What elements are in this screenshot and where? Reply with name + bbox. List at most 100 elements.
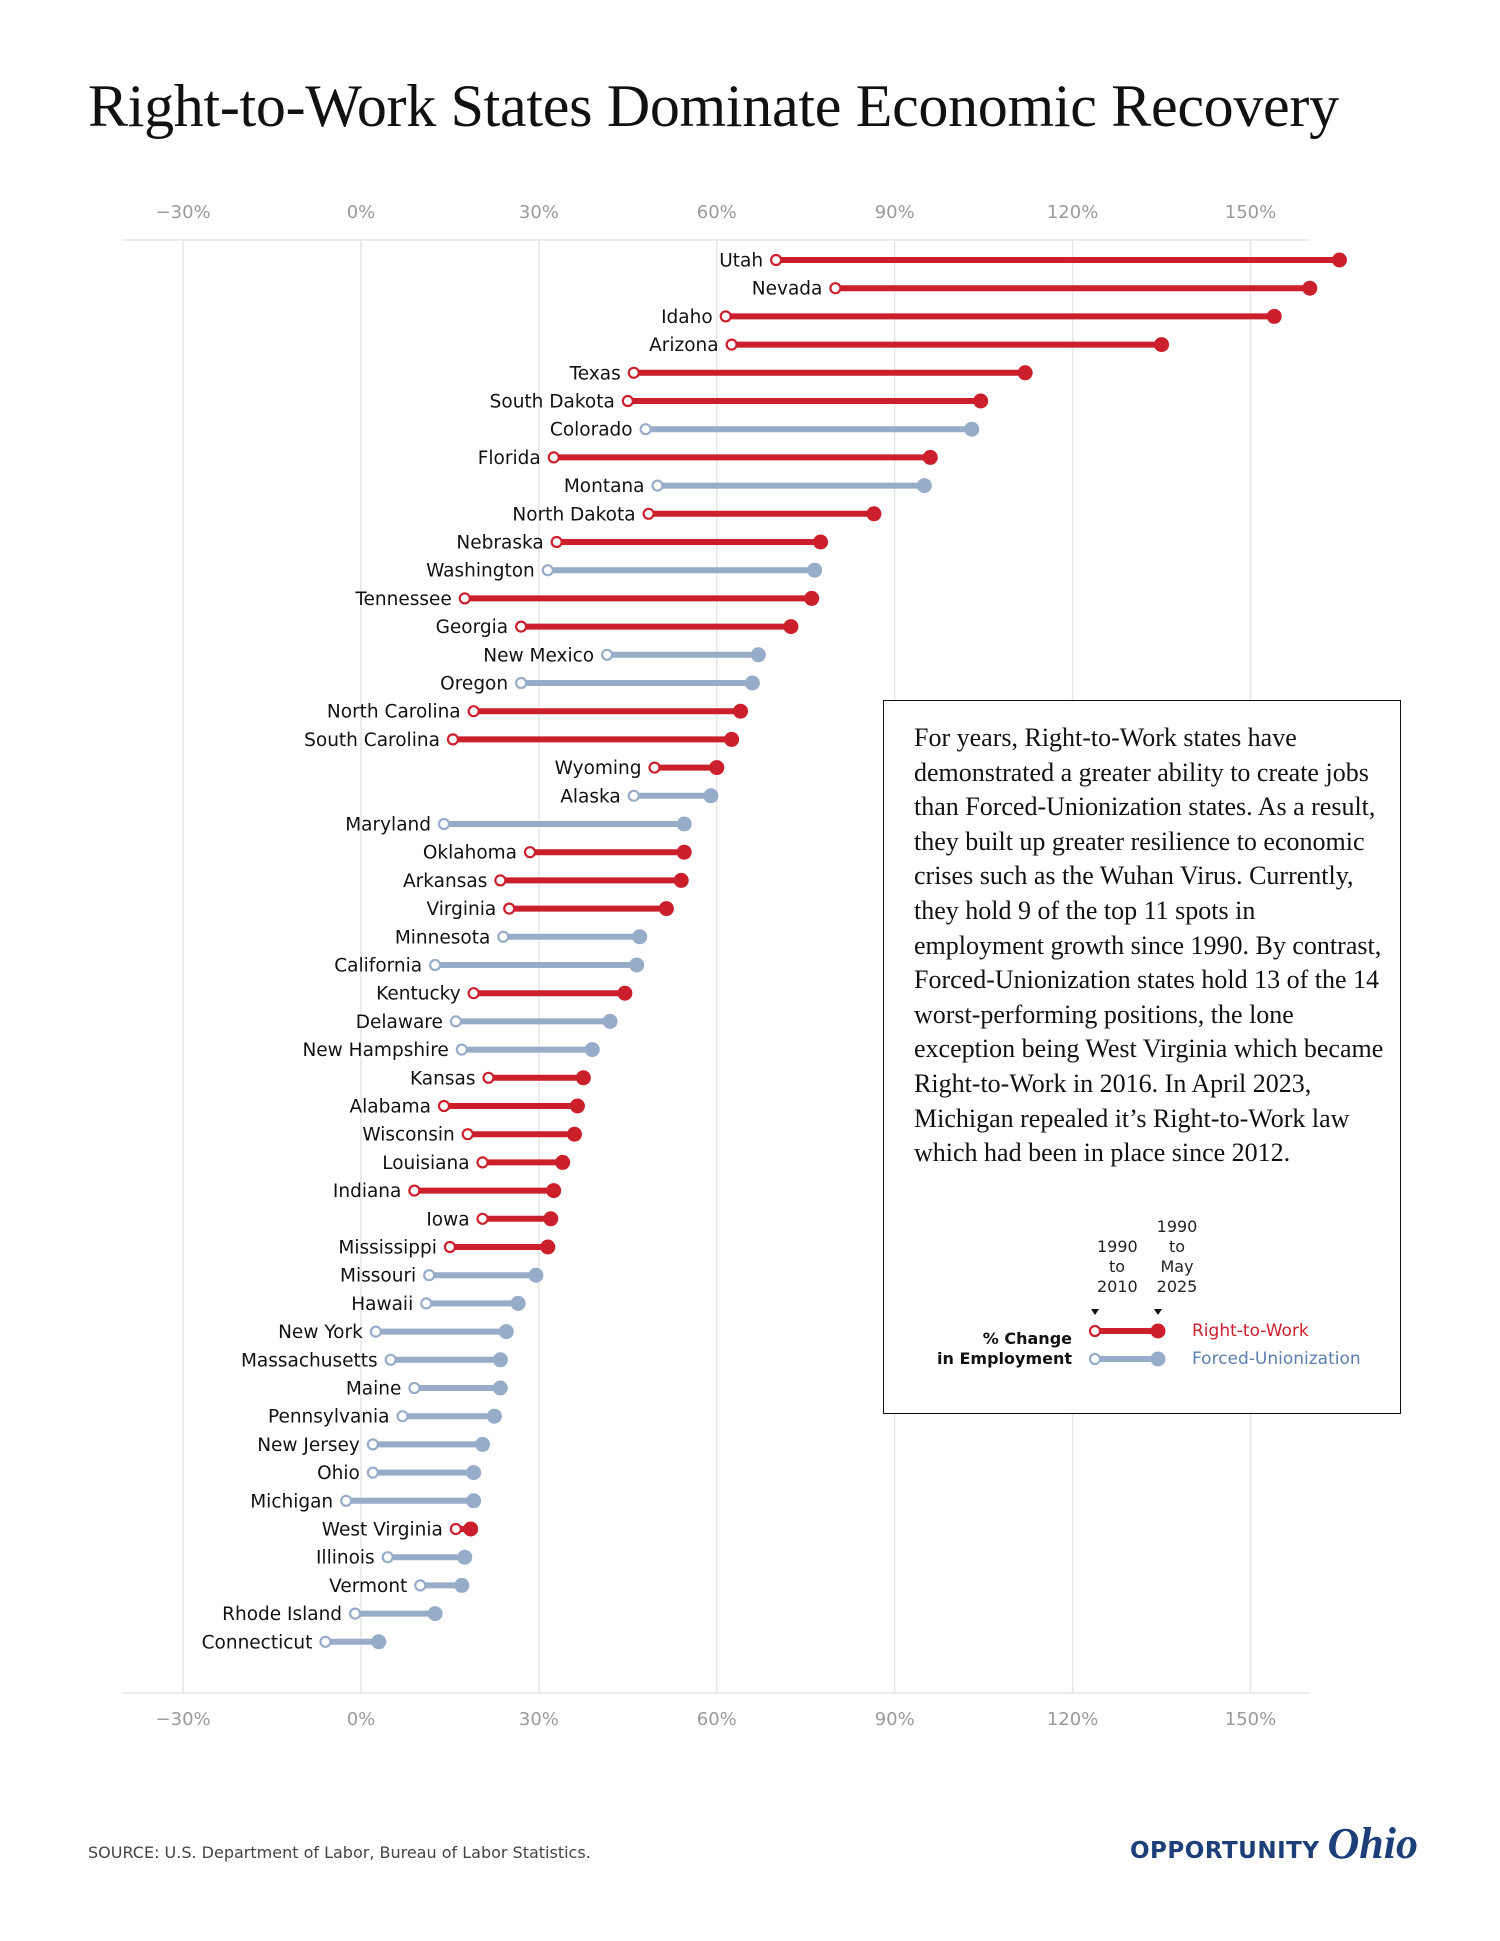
state-label: Iowa [426,1209,469,1230]
state-row: Mississippi [338,1238,556,1259]
end-marker-1990-2025 [602,1013,618,1029]
state-label: Nebraska [456,533,543,554]
x-tick-label-top: −30% [156,202,211,223]
end-marker-1990-2025 [510,1295,526,1311]
start-marker-1990-2010 [621,394,634,408]
legend-rtw-start-marker [1088,1324,1102,1338]
state-row: Alaska [560,786,719,807]
state-label: Kentucky [376,984,461,1005]
end-marker-1990-2025 [922,449,938,465]
start-marker-1990-2010 [366,1466,379,1479]
legend-fu-end-marker [1150,1351,1166,1367]
end-marker-1990-2025 [492,1352,508,1368]
start-marker-1990-2010 [639,423,652,436]
state-row: Wyoming [555,758,725,779]
state-row: Montana [564,476,932,497]
state-row: Maryland [345,815,692,836]
state-label: Alabama [349,1097,431,1118]
state-label: Montana [564,476,645,497]
state-row: Arizona [649,335,1170,356]
end-marker-1990-2025 [658,901,674,917]
state-label: New Mexico [483,645,594,666]
state-label: South Dakota [490,392,615,413]
state-label: North Dakota [512,504,635,525]
end-marker-1990-2025 [676,816,692,832]
state-row: Virginia [426,899,674,920]
x-tick-label-bottom: −30% [156,1709,211,1730]
state-row: Nevada [752,279,1318,300]
start-marker-1990-2010 [381,1551,394,1564]
x-tick-label-bottom: 0% [347,1709,376,1730]
start-marker-1990-2010 [651,479,664,492]
start-marker-1990-2010 [769,253,783,267]
end-marker-1990-2025 [584,1042,600,1058]
state-row: New York [278,1322,514,1343]
legend-rtw-label: Right-to-Work [1192,1321,1309,1341]
start-marker-1990-2010 [443,1240,457,1254]
end-marker-1990-2025 [783,619,799,635]
state-label: New Hampshire [302,1040,448,1061]
end-marker-1990-2025 [1154,337,1170,353]
start-marker-1990-2010 [414,1579,427,1592]
brand-script-text: Ohio [1327,1819,1418,1868]
end-marker-1990-2025 [566,1126,582,1142]
state-row: Arkansas [403,871,689,892]
end-marker-1990-2025 [1331,252,1347,268]
state-row: Louisiana [382,1153,571,1174]
end-marker-1990-2025 [673,872,689,888]
state-row: Ohio [317,1463,482,1484]
legend-swatches [1088,1309,1166,1367]
start-marker-1990-2010 [467,987,480,1000]
state-row: North Carolina [327,702,749,723]
end-marker-1990-2025 [555,1154,571,1170]
state-label: Arizona [649,335,719,356]
state-label: Nevada [752,279,823,300]
end-marker-1990-2025 [457,1549,473,1565]
x-tick-label-bottom: 60% [697,1709,737,1730]
start-marker-1990-2010 [408,1184,421,1197]
end-marker-1990-2025 [546,1183,562,1199]
state-label: Hawaii [351,1294,413,1315]
state-label: Connecticut [202,1632,313,1653]
start-marker-1990-2010 [648,761,661,774]
start-marker-1990-2010 [449,1015,462,1028]
state-label: Alaska [560,786,621,807]
x-axis-bottom: −30% 0% 30% 60% 90% 120% 150% [156,1709,1277,1730]
state-label: Texas [569,363,621,384]
end-marker-1990-2025 [498,1324,514,1340]
legend-end-line: 2025 [1156,1277,1198,1296]
start-marker-1990-2010 [547,451,560,464]
state-label: Massachusetts [241,1350,378,1371]
end-marker-1990-2025 [973,393,989,409]
start-marker-1990-2010 [420,1297,433,1310]
start-marker-1990-2010 [369,1325,382,1338]
end-marker-1990-2025 [709,760,725,776]
end-marker-1990-2025 [916,478,932,494]
state-label: North Carolina [327,702,461,723]
state-row: West Virginia [322,1520,479,1541]
end-marker-1990-2025 [866,506,882,522]
legend-start-line: 2010 [1097,1277,1138,1296]
start-marker-1990-2010 [541,564,554,577]
state-label: Minnesota [395,927,490,948]
state-row: New Hampshire [302,1040,600,1061]
state-row: California [334,956,645,977]
state-row: Connecticut [202,1632,387,1653]
state-row: Pennsylvania [268,1407,502,1428]
start-marker-1990-2010 [396,1410,409,1423]
state-row: Colorado [550,420,980,441]
legend-end-line: 1990 [1156,1217,1198,1236]
state-label: Maryland [345,815,431,836]
start-marker-1990-2010 [455,1043,468,1056]
start-marker-1990-2010 [494,874,507,887]
state-row: Wisconsin [362,1125,582,1146]
x-tick-label-bottom: 120% [1047,1709,1098,1730]
state-row: Washington [426,561,823,582]
x-tick-label-top: 150% [1225,202,1276,223]
end-marker-1990-2025 [964,421,980,437]
state-row: Maine [346,1379,508,1400]
legend-fu-start-marker [1088,1352,1102,1366]
start-marker-1990-2010 [340,1494,353,1507]
state-row: Texas [569,363,1033,384]
